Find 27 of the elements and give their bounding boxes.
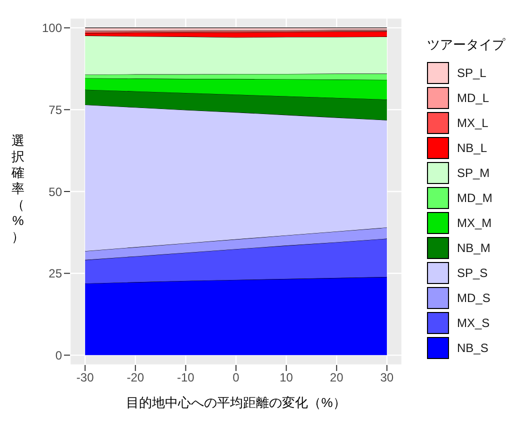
y-axis-title: 選択確率（%） bbox=[10, 133, 26, 245]
y-tick-label: 0 bbox=[55, 348, 62, 362]
x-axis-title: 目的地中心への平均距離の変化（%） bbox=[126, 395, 346, 410]
legend-label: MX_M bbox=[457, 216, 492, 230]
legend-label: MD_L bbox=[457, 90, 490, 104]
x-tick-label: -10 bbox=[177, 370, 195, 385]
x-tick-label: 10 bbox=[280, 370, 294, 385]
y-tick-label: 25 bbox=[48, 266, 62, 281]
legend-label: SP_M bbox=[457, 166, 490, 180]
legend-label: SP_L bbox=[457, 66, 486, 80]
y-tick-label: 75 bbox=[48, 102, 62, 117]
legend-label: MD_S bbox=[457, 290, 490, 304]
legend-label: SP_S bbox=[457, 266, 488, 280]
x-tick-label: 30 bbox=[380, 370, 394, 385]
legend-label: NB_S bbox=[457, 340, 488, 354]
y-tick-label: 100 bbox=[42, 21, 62, 36]
x-tick-label: 0 bbox=[232, 370, 240, 385]
y-tick-label: 50 bbox=[48, 184, 62, 199]
legend-label: NB_L bbox=[457, 140, 488, 154]
x-tick-label: -30 bbox=[76, 370, 94, 385]
legend-label: MD_M bbox=[457, 190, 492, 204]
x-tick-label: -20 bbox=[126, 370, 144, 385]
legend-label: MX_L bbox=[457, 116, 488, 130]
legend-label: NB_M bbox=[457, 240, 490, 254]
legend-title: ツアータイプ bbox=[427, 36, 505, 54]
legend-label: MX_S bbox=[457, 316, 490, 330]
x-tick-label: 20 bbox=[330, 370, 344, 385]
